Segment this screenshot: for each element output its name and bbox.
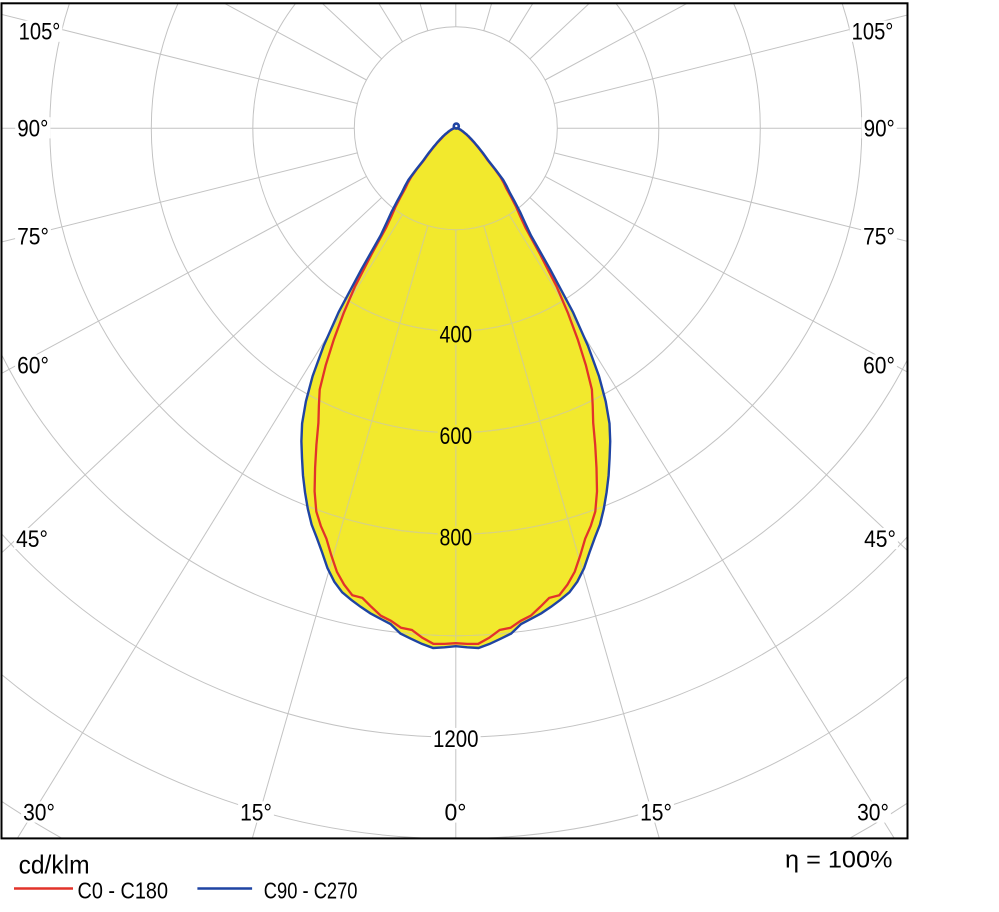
- svg-text:0°: 0°: [445, 800, 467, 827]
- svg-text:C90 - C270: C90 - C270: [264, 877, 358, 903]
- svg-text:800: 800: [440, 525, 473, 552]
- svg-text:15°: 15°: [640, 800, 672, 827]
- svg-text:105°: 105°: [19, 19, 61, 46]
- svg-text:60°: 60°: [863, 353, 895, 380]
- svg-text:cd/klm: cd/klm: [19, 849, 90, 879]
- svg-text:η = 100%: η = 100%: [785, 847, 893, 874]
- svg-text:C0 - C180: C0 - C180: [78, 877, 169, 903]
- svg-text:30°: 30°: [23, 800, 55, 827]
- svg-text:1200: 1200: [433, 726, 479, 753]
- svg-text:75°: 75°: [863, 224, 895, 251]
- svg-text:75°: 75°: [17, 224, 49, 251]
- svg-text:60°: 60°: [17, 353, 49, 380]
- svg-text:600: 600: [440, 423, 473, 450]
- svg-text:45°: 45°: [864, 526, 896, 553]
- svg-text:90°: 90°: [864, 115, 895, 142]
- svg-text:45°: 45°: [16, 526, 48, 553]
- svg-text:400: 400: [440, 322, 473, 349]
- svg-text:90°: 90°: [17, 115, 48, 142]
- svg-text:105°: 105°: [852, 19, 894, 46]
- svg-text:30°: 30°: [857, 800, 889, 827]
- svg-text:15°: 15°: [240, 800, 272, 827]
